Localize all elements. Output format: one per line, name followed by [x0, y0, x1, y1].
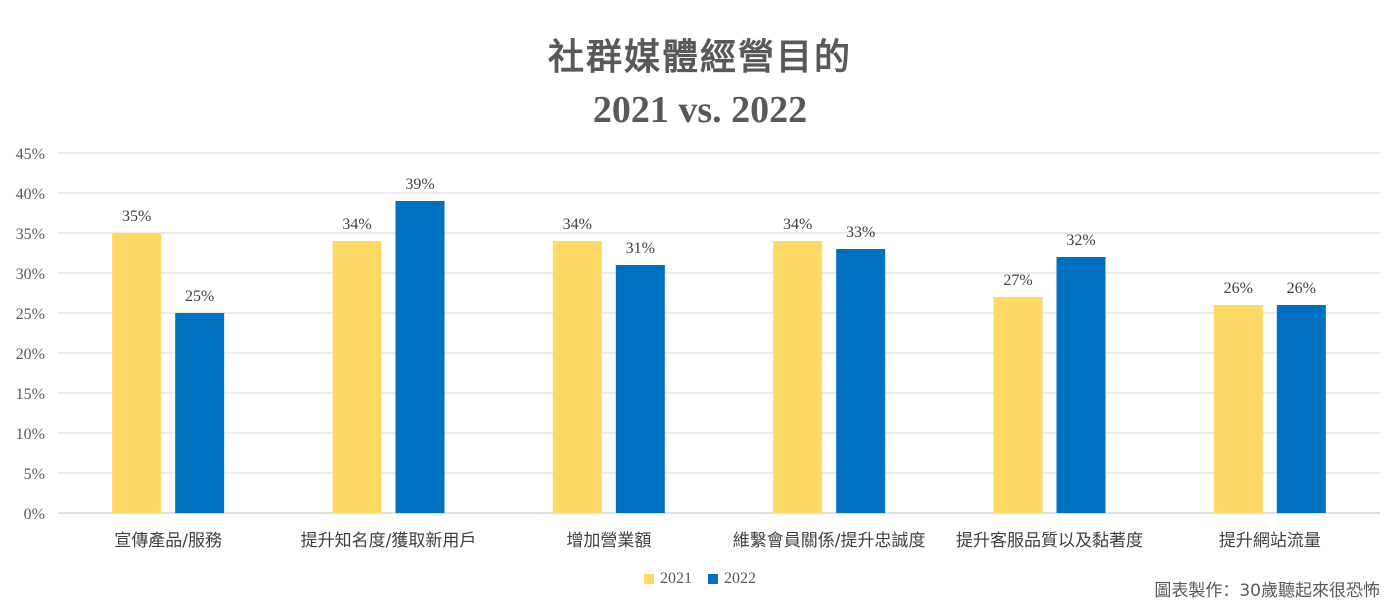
chart-credit: 圖表製作：30歲聽起來很恐怖 — [1154, 581, 1380, 601]
data-label: 26% — [1287, 280, 1316, 297]
y-tick-label: 5% — [24, 466, 45, 483]
legend-item-2022: 2022 — [708, 570, 756, 588]
chart-subtitle: 2021 vs. 2022 — [592, 89, 808, 131]
data-label: 26% — [1224, 280, 1253, 297]
bar-2022 — [615, 265, 665, 513]
data-label: 34% — [563, 216, 592, 233]
y-tick-label: 20% — [16, 346, 45, 363]
y-tick-label: 30% — [16, 266, 45, 283]
bar-2022 — [1056, 257, 1106, 513]
bar-2021 — [773, 241, 823, 513]
legend: 2021 2022 — [0, 570, 1400, 589]
bar-2021 — [1213, 305, 1263, 513]
bar-2022 — [1276, 305, 1326, 513]
x-tick-label: 提升知名度/獲取新用戶 — [301, 531, 477, 551]
y-tick-label: 10% — [16, 426, 45, 443]
bar-2021 — [993, 297, 1043, 513]
x-tick-label: 維繫會員關係/提升忠誠度 — [733, 531, 926, 551]
x-tick-label: 提升客服品質以及黏著度 — [956, 531, 1143, 551]
x-tick-label: 提升網站流量 — [1219, 531, 1321, 551]
bar-2022 — [175, 313, 225, 513]
bar-2021 — [552, 241, 602, 513]
legend-label-2021: 2021 — [660, 570, 692, 587]
data-label: 39% — [405, 176, 434, 193]
data-label: 31% — [626, 240, 655, 257]
x-tick-label: 宣傳產品/服務 — [114, 531, 222, 551]
y-tick-label: 35% — [16, 226, 45, 243]
y-tick-label: 25% — [16, 306, 45, 323]
data-label: 34% — [342, 216, 371, 233]
y-tick-label: 15% — [16, 386, 45, 403]
bar-2022 — [836, 249, 886, 513]
data-label: 35% — [122, 208, 151, 225]
y-tick-label: 45% — [16, 146, 45, 163]
legend-swatch-2022 — [708, 574, 718, 584]
legend-item-2021: 2021 — [644, 570, 692, 588]
chart-title: 社群媒體經營目的 — [547, 37, 852, 78]
x-tick-label: 增加營業額 — [566, 531, 651, 551]
data-label: 25% — [185, 288, 214, 305]
data-label: 34% — [783, 216, 812, 233]
bar-2021 — [112, 233, 162, 513]
legend-swatch-2021 — [644, 574, 654, 584]
data-label: 33% — [846, 224, 875, 241]
bar-2022 — [395, 201, 445, 513]
bar-2021 — [332, 241, 382, 513]
data-label: 27% — [1003, 272, 1032, 289]
y-tick-label: 0% — [24, 506, 45, 523]
data-label: 32% — [1066, 232, 1095, 249]
y-tick-label: 40% — [16, 186, 45, 203]
legend-label-2022: 2022 — [724, 570, 756, 587]
